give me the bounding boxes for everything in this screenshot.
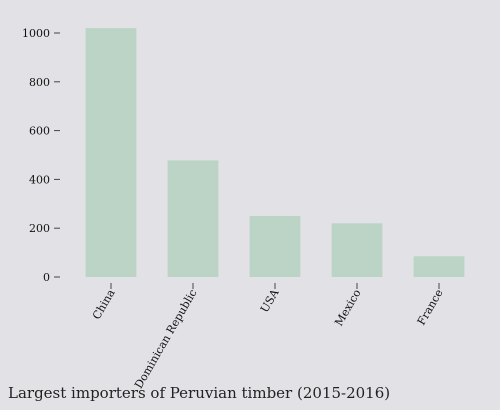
x-axis: China Dominican Republic USA Mexico France [90, 283, 446, 391]
x-tick-label: China [90, 287, 118, 322]
bar-france [413, 256, 465, 277]
bars [85, 28, 465, 278]
y-tick-label: 200 [29, 222, 50, 235]
y-tick-label: 400 [29, 173, 50, 186]
y-axis: 0 200 400 600 800 1000 [22, 27, 60, 284]
chart-title: Largest importers of Peruvian timber (20… [8, 384, 391, 402]
x-tick-label: Mexico [332, 287, 364, 329]
y-tick-label: 600 [29, 125, 50, 138]
y-tick-label: 800 [29, 76, 50, 89]
bar-dominican-republic [167, 160, 219, 277]
bar-mexico [331, 223, 383, 277]
x-tick-label: USA [258, 286, 282, 315]
bar-china [85, 28, 137, 278]
y-tick-label: 1000 [22, 27, 50, 40]
y-tick-label: 0 [43, 271, 50, 284]
x-tick-label: France [415, 287, 446, 327]
x-tick-label: Dominican Republic [132, 287, 199, 391]
bar-usa [249, 216, 301, 277]
